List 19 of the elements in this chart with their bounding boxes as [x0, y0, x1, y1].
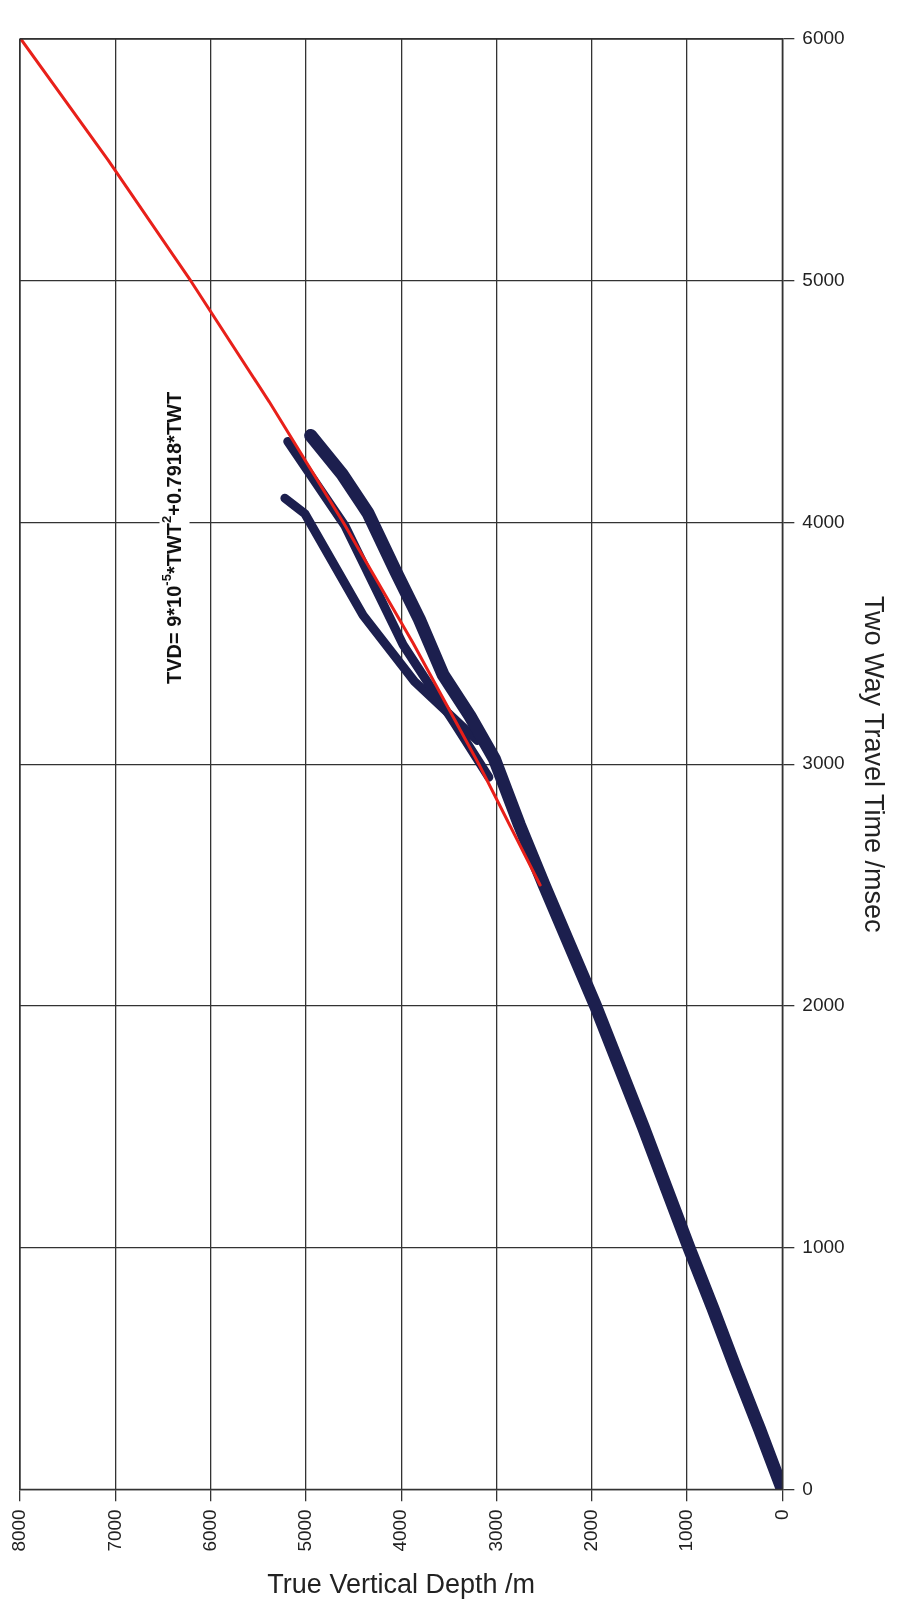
- x-tick-label: 4000: [389, 1509, 411, 1552]
- x-tick-label: 5000: [294, 1509, 316, 1552]
- x-tick-label: 0: [770, 1509, 792, 1520]
- y-tick-label: 6000: [802, 27, 845, 49]
- y-axis-title: Two Way Travel Time /msec: [859, 595, 890, 933]
- x-axis-title: True Vertical Depth /m: [267, 1569, 535, 1600]
- x-tick-label: 8000: [8, 1509, 30, 1552]
- x-tick-label: 3000: [484, 1509, 506, 1552]
- x-tick-label: 6000: [198, 1509, 220, 1552]
- y-tick-label: 1000: [802, 1235, 845, 1257]
- y-tick-label: 5000: [802, 268, 845, 290]
- y-tick-label: 4000: [802, 510, 845, 532]
- x-tick-label: 2000: [579, 1509, 601, 1552]
- x-tick-label: 7000: [103, 1509, 125, 1552]
- annotation: TVD= 9*10-5*TWT2+0.7918*TWT: [159, 391, 186, 685]
- y-tick-label: 0: [802, 1477, 813, 1499]
- x-tick-label: 1000: [675, 1509, 697, 1552]
- y-tick-label: 2000: [802, 994, 845, 1016]
- y-tick-label: 3000: [802, 752, 845, 774]
